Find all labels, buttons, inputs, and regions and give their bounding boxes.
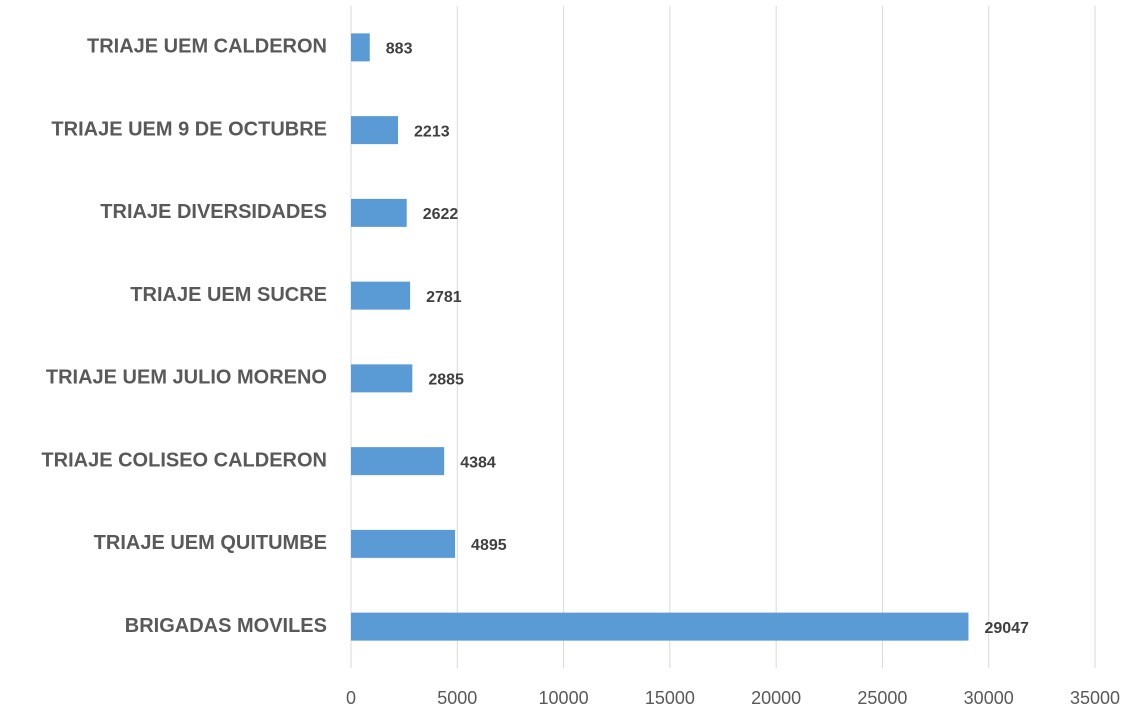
value-label: 2213 bbox=[414, 123, 450, 140]
x-tick-label: 0 bbox=[346, 688, 356, 708]
bar bbox=[351, 529, 456, 558]
bar bbox=[351, 447, 445, 476]
value-label: 2781 bbox=[426, 289, 462, 306]
value-label: 4895 bbox=[471, 537, 507, 554]
y-tick-label: BRIGADAS MOVILES bbox=[125, 615, 327, 637]
x-tick-label: 10000 bbox=[539, 688, 589, 708]
value-label: 29047 bbox=[984, 620, 1029, 637]
x-tick-label: 25000 bbox=[857, 688, 907, 708]
value-label: 883 bbox=[386, 41, 413, 58]
bar bbox=[351, 198, 407, 227]
x-tick-label: 15000 bbox=[645, 688, 695, 708]
x-tick-label: 30000 bbox=[964, 688, 1014, 708]
x-tick-label: 35000 bbox=[1070, 688, 1120, 708]
x-tick-label: 5000 bbox=[437, 688, 477, 708]
bar bbox=[351, 281, 411, 310]
bar bbox=[351, 612, 969, 641]
value-label: 2885 bbox=[428, 372, 464, 389]
bar bbox=[351, 364, 413, 393]
y-tick-label: TRIAJE UEM JULIO MORENO bbox=[46, 367, 327, 389]
y-tick-label: TRIAJE UEM QUITUMBE bbox=[94, 532, 327, 554]
y-tick-label: TRIAJE UEM CALDERON bbox=[87, 36, 327, 58]
y-tick-label: TRIAJE DIVERSIDADES bbox=[100, 201, 327, 223]
value-label: 2622 bbox=[423, 206, 459, 223]
y-tick-label: TRIAJE UEM SUCRE bbox=[130, 284, 327, 306]
y-tick-label: TRIAJE UEM 9 DE OCTUBRE bbox=[51, 118, 327, 140]
bar bbox=[351, 116, 399, 145]
value-label: 4384 bbox=[460, 454, 496, 471]
x-tick-label: 20000 bbox=[751, 688, 801, 708]
y-tick-label: TRIAJE COLISEO CALDERON bbox=[41, 449, 327, 471]
bar bbox=[351, 33, 370, 62]
